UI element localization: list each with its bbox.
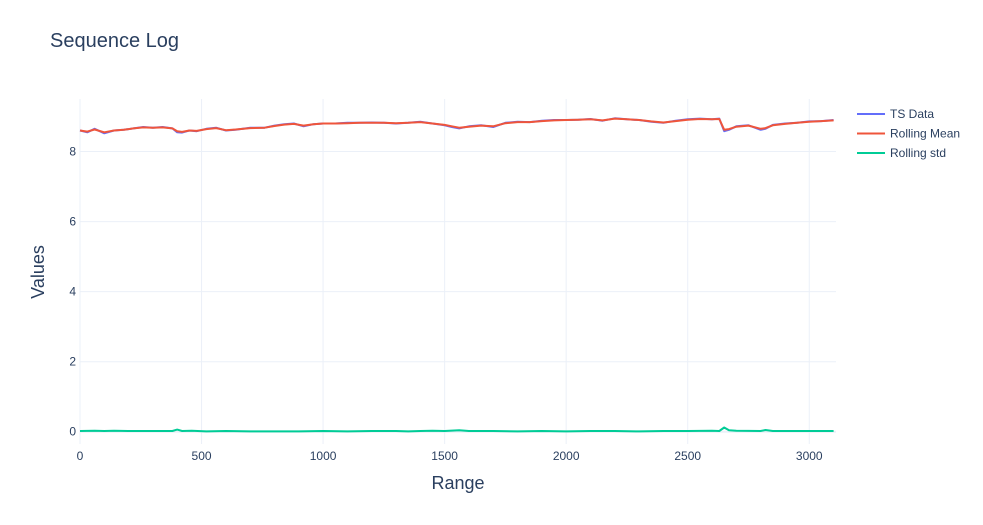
series-layer [79,117,834,433]
y-tick-label: 8 [69,145,76,159]
x-axis-title: Range [431,473,484,493]
legend-label: TS Data [890,107,934,121]
legend-label: Rolling Mean [890,127,960,141]
series-line-rolling-mean[interactable] [79,117,834,134]
x-tick-label: 1500 [431,449,458,463]
x-tick-label: 2000 [553,449,580,463]
x-tick-label: 3000 [796,449,823,463]
series-line-rolling-std[interactable] [79,426,834,433]
x-tick-label: 500 [192,449,212,463]
legend-label: Rolling std [890,146,946,160]
x-tick-label: 0 [77,449,84,463]
grid-layer [79,99,836,444]
y-tick-label: 0 [69,425,76,439]
y-tick-layer: 0 2 4 6 8 [69,145,76,439]
y-axis-title: Values [28,245,48,299]
legend-item-rolling-mean[interactable]: Rolling Mean [857,127,960,141]
x-tick-label: 2500 [674,449,701,463]
x-tick-label: 1000 [310,449,337,463]
y-tick-label: 4 [69,285,76,299]
y-tick-label: 6 [69,215,76,229]
legend[interactable]: TS Data Rolling Mean Rolling std [857,107,960,160]
x-tick-layer: 0 500 1000 1500 2000 2500 3000 [77,449,823,463]
legend-item-rolling-std[interactable]: Rolling std [857,146,946,160]
y-tick-label: 2 [69,355,76,369]
legend-item-ts-data[interactable]: TS Data [857,107,934,121]
chart-title: Sequence Log [50,30,180,52]
